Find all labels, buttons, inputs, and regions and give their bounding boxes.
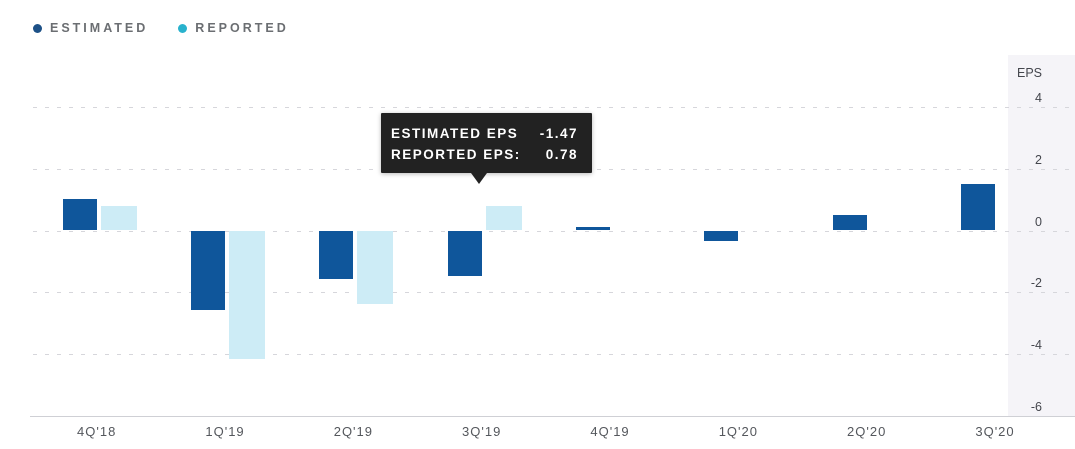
legend-item-estimated[interactable]: ESTIMATED	[33, 21, 148, 35]
y-tick-label: 4	[1035, 90, 1042, 105]
bar-estimated[interactable]	[832, 215, 867, 231]
y-axis-title: EPS	[1016, 66, 1042, 80]
estimated-dot-icon	[33, 23, 42, 33]
bar-estimated[interactable]	[319, 230, 354, 280]
y-tick-label: 0	[1035, 214, 1042, 229]
gridline-y-4	[33, 354, 1075, 356]
x-tick-label: 3Q'19	[462, 424, 502, 439]
y-tick-label: -4	[1030, 338, 1042, 353]
x-tick-label: 4Q'19	[590, 424, 630, 439]
legend-item-reported[interactable]: REPORTED	[178, 21, 288, 35]
tooltip-row-reported: REPORTED EPS: 0.78	[391, 146, 578, 164]
bar-estimated[interactable]	[62, 198, 97, 231]
x-tick-label: 2Q'20	[847, 424, 887, 439]
gridline-y4	[33, 106, 1075, 108]
bar-estimated[interactable]	[961, 183, 995, 231]
y-tick-label: -6	[1030, 400, 1042, 415]
x-tick-label: 1Q'19	[205, 424, 245, 439]
bar-estimated[interactable]	[576, 227, 611, 231]
bar-estimated[interactable]	[191, 230, 226, 310]
tooltip-estimated-value: -1.47	[539, 126, 578, 141]
x-tick-label: 1Q'20	[718, 424, 758, 439]
x-tick-label: 4Q'18	[77, 424, 117, 439]
bar-reported[interactable]	[357, 230, 394, 305]
x-tick-label: 3Q'20	[975, 424, 1015, 439]
gridline-y0	[33, 230, 1075, 232]
legend-label-reported: REPORTED	[195, 21, 289, 35]
tooltip-reported-value: 0.78	[545, 147, 578, 162]
bar-estimated[interactable]	[704, 230, 739, 241]
tooltip-reported-label: REPORTED EPS:	[391, 147, 521, 162]
bar-reported[interactable]	[229, 230, 266, 360]
chart-legend: ESTIMATED REPORTED	[33, 21, 289, 35]
reported-dot-icon	[178, 23, 188, 33]
eps-tooltip: ESTIMATED EPS -1.47 REPORTED EPS: 0.78	[381, 113, 592, 184]
bar-estimated[interactable]	[447, 230, 482, 276]
x-tick-label: 2Q'19	[333, 424, 374, 439]
tooltip-arrow	[471, 173, 487, 184]
bar-reported[interactable]	[100, 206, 137, 231]
y-tick-label: -2	[1030, 276, 1042, 291]
y-tick-label: 2	[1035, 152, 1042, 167]
y-axis-panel	[1008, 55, 1075, 416]
bar-reported[interactable]	[485, 206, 522, 231]
x-axis-line	[30, 415, 1075, 417]
legend-label-estimated: ESTIMATED	[50, 21, 149, 35]
gridline-y-2	[33, 292, 1075, 294]
tooltip-estimated-label: ESTIMATED EPS	[391, 126, 519, 141]
tooltip-row-estimated: ESTIMATED EPS -1.47	[391, 125, 578, 143]
